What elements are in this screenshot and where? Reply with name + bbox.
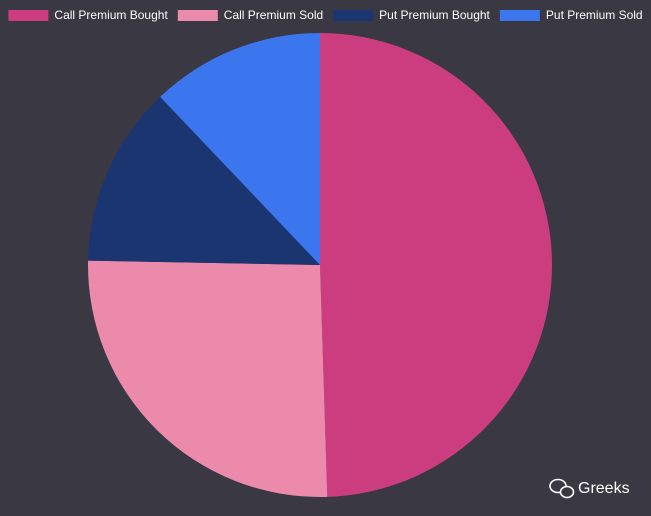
- legend-label: Put Premium Bought: [379, 8, 490, 22]
- legend-label: Call Premium Sold: [224, 8, 323, 22]
- legend-swatch: [333, 10, 374, 21]
- pie-slice: [88, 96, 320, 266]
- pie: [88, 33, 553, 497]
- legend-swatch: [8, 10, 49, 21]
- legend-label: Put Premium Sold: [546, 8, 643, 22]
- watermark: Greeks: [578, 480, 630, 497]
- pie-slice: [160, 33, 320, 265]
- legend-label: Call Premium Bought: [54, 8, 168, 22]
- legend: Call Premium Bought Call Premium Sold Put …: [8, 8, 643, 22]
- legend-swatch: [177, 10, 218, 21]
- watermark-icon: [549, 478, 575, 499]
- legend-swatch: [499, 10, 540, 21]
- pie-slice: [320, 33, 553, 497]
- pie-slice: [88, 260, 328, 497]
